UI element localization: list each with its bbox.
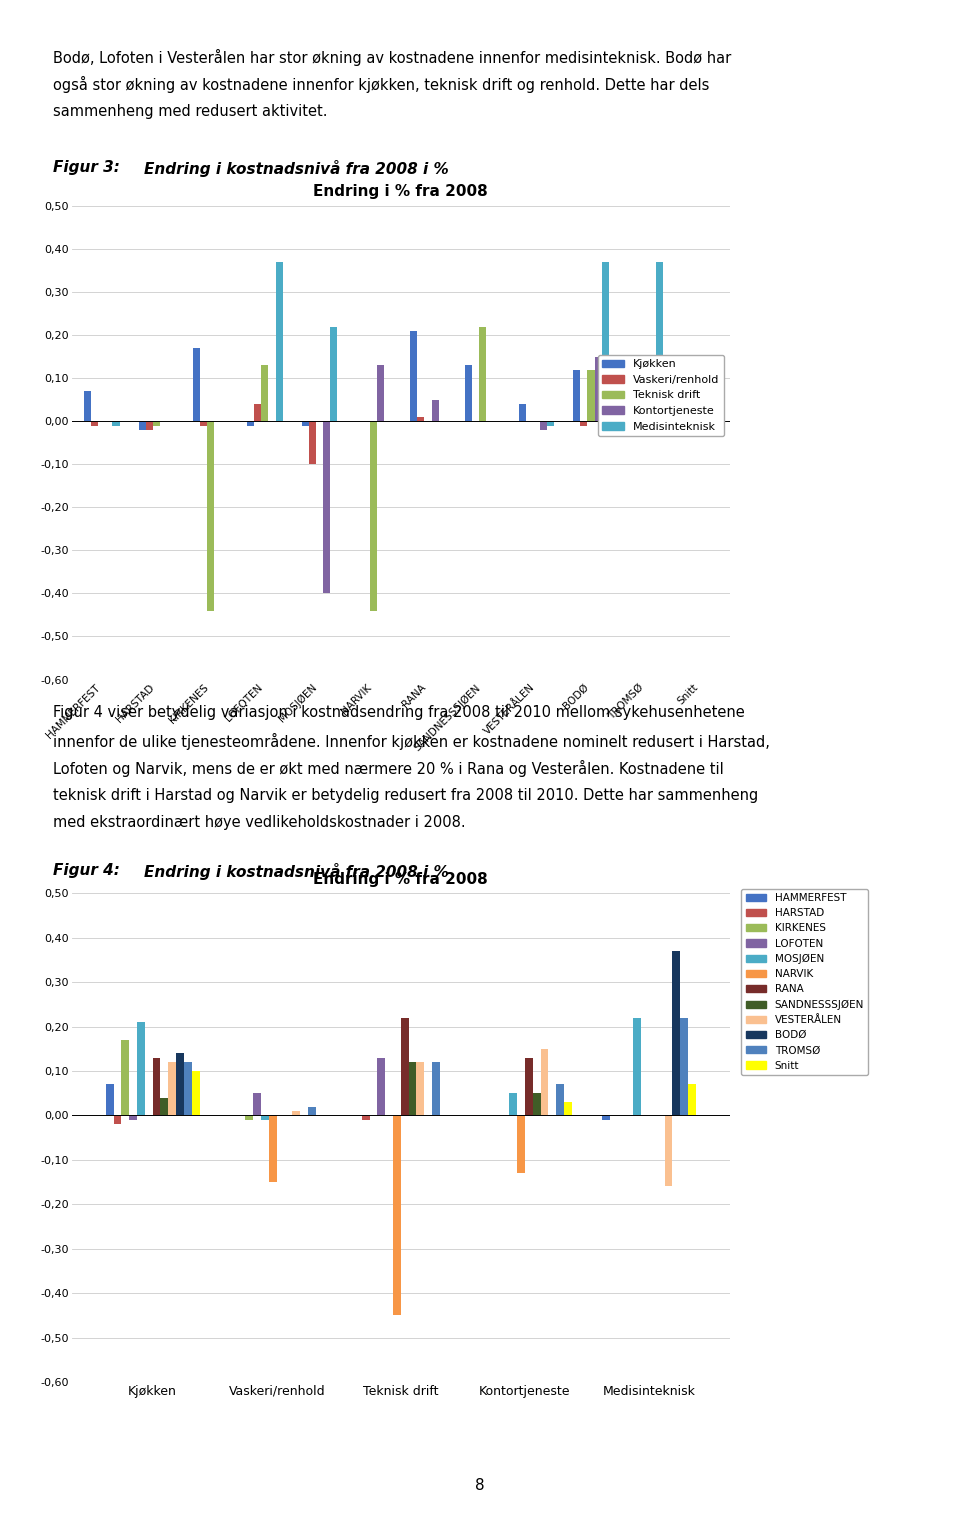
Bar <box>556 1084 564 1115</box>
Bar <box>301 421 309 426</box>
Bar <box>533 1093 540 1115</box>
Bar <box>293 1112 300 1115</box>
Bar <box>418 417 424 421</box>
Bar <box>417 1063 424 1115</box>
Bar <box>465 365 471 421</box>
Bar <box>547 421 554 426</box>
Text: Figur 4:: Figur 4: <box>53 863 120 878</box>
Bar <box>688 1084 696 1115</box>
Bar <box>248 421 254 426</box>
Bar <box>138 421 146 431</box>
Bar <box>517 1115 525 1173</box>
Text: sammenheng med redusert aktivitet.: sammenheng med redusert aktivitet. <box>53 104 327 119</box>
Bar <box>573 370 581 421</box>
Bar <box>689 412 696 421</box>
Bar <box>588 370 594 421</box>
Bar <box>431 400 439 421</box>
Bar <box>540 1049 548 1115</box>
Bar <box>112 421 120 426</box>
Text: med ekstraordinært høye vedlikeholdskostnader i 2008.: med ekstraordinært høye vedlikeholdskost… <box>53 815 466 831</box>
Text: Bodø, Lofoten i Vesterålen har stor økning av kostnadene innenfor medisinteknisk: Bodø, Lofoten i Vesterålen har stor økni… <box>53 49 732 66</box>
Bar <box>704 408 710 421</box>
Legend: Kjøkken, Vaskeri/renhold, Teknisk drift, Kontortjeneste, Medisinteknisk: Kjøkken, Vaskeri/renhold, Teknisk drift,… <box>598 354 724 437</box>
Text: Endring i kostnadsnivå fra 2008 i %: Endring i kostnadsnivå fra 2008 i % <box>144 160 448 177</box>
Bar <box>184 1063 192 1115</box>
Bar <box>84 391 91 421</box>
Bar <box>409 1063 417 1115</box>
Bar <box>432 1063 440 1115</box>
Bar <box>137 1022 145 1115</box>
Bar <box>168 1063 176 1115</box>
Text: 8: 8 <box>475 1478 485 1493</box>
Bar <box>628 370 635 421</box>
Bar <box>362 1115 370 1119</box>
Bar <box>308 1107 316 1115</box>
Bar <box>113 1115 121 1124</box>
Bar <box>269 1115 276 1182</box>
Bar <box>246 1115 253 1119</box>
Text: Lofoten og Narvik, mens de er økt med nærmere 20 % i Rana og Vesterålen. Kostnad: Lofoten og Narvik, mens de er økt med næ… <box>53 760 724 777</box>
Bar <box>479 327 486 421</box>
Text: Endring i kostnadsnivå fra 2008 i %: Endring i kostnadsnivå fra 2008 i % <box>144 863 448 880</box>
Bar <box>91 421 98 426</box>
Bar <box>519 405 526 421</box>
Bar <box>656 263 663 421</box>
Bar <box>254 405 261 421</box>
Bar <box>146 421 153 431</box>
Bar <box>371 421 377 611</box>
Bar <box>540 421 547 431</box>
Bar <box>682 379 689 421</box>
Bar <box>130 1115 137 1119</box>
Bar <box>672 951 681 1115</box>
Text: teknisk drift i Harstad og Narvik er betydelig redusert fra 2008 til 2010. Dette: teknisk drift i Harstad og Narvik er bet… <box>53 788 758 803</box>
Text: Figur 4 viser betydelig variasjon i kostnadsendring fra 2008 til 2010 mellom syk: Figur 4 viser betydelig variasjon i kost… <box>53 705 745 721</box>
Bar <box>410 331 418 421</box>
Bar <box>176 1054 184 1115</box>
Bar <box>309 421 316 464</box>
Bar <box>261 1115 269 1119</box>
Bar <box>664 1115 672 1186</box>
Bar <box>681 1017 688 1115</box>
Bar <box>106 1084 113 1115</box>
Bar <box>525 1058 533 1115</box>
Bar <box>192 1070 200 1115</box>
Bar <box>400 1017 409 1115</box>
Bar <box>253 1093 261 1115</box>
Title: Endring i % fra 2008: Endring i % fra 2008 <box>313 185 489 200</box>
Bar <box>153 1058 160 1115</box>
Bar <box>581 421 588 426</box>
Bar <box>261 365 269 421</box>
Bar <box>594 357 602 421</box>
Bar <box>393 1115 400 1315</box>
Bar <box>153 421 159 426</box>
Bar <box>649 391 656 421</box>
Bar <box>642 370 649 421</box>
Bar <box>635 421 642 426</box>
Legend: HAMMERFEST, HARSTAD, KIRKENES, LOFOTEN, MOSJØEN, NARVIK, RANA, SANDNESSSJØEN, VE: HAMMERFEST, HARSTAD, KIRKENES, LOFOTEN, … <box>741 889 868 1075</box>
Bar <box>634 1017 641 1115</box>
Bar <box>121 1040 130 1115</box>
Title: Endring i % fra 2008: Endring i % fra 2008 <box>313 872 489 887</box>
Bar <box>710 391 717 421</box>
Bar <box>602 1115 610 1119</box>
Bar <box>330 327 337 421</box>
Bar <box>160 1098 168 1115</box>
Bar <box>207 421 214 611</box>
Text: også stor økning av kostnadene innenfor kjøkken, teknisk drift og renhold. Dette: også stor økning av kostnadene innenfor … <box>53 76 709 93</box>
Bar <box>602 263 609 421</box>
Bar <box>200 421 207 426</box>
Bar <box>323 421 330 594</box>
Text: Figur 3:: Figur 3: <box>53 160 120 176</box>
Text: innenfor de ulike tjenesteområdene. Innenfor kjøkken er kostnadene nominelt redu: innenfor de ulike tjenesteområdene. Inne… <box>53 733 770 750</box>
Bar <box>564 1102 572 1115</box>
Bar <box>377 1058 385 1115</box>
Bar <box>276 263 282 421</box>
Bar <box>377 365 384 421</box>
Bar <box>509 1093 517 1115</box>
Bar <box>193 348 200 421</box>
